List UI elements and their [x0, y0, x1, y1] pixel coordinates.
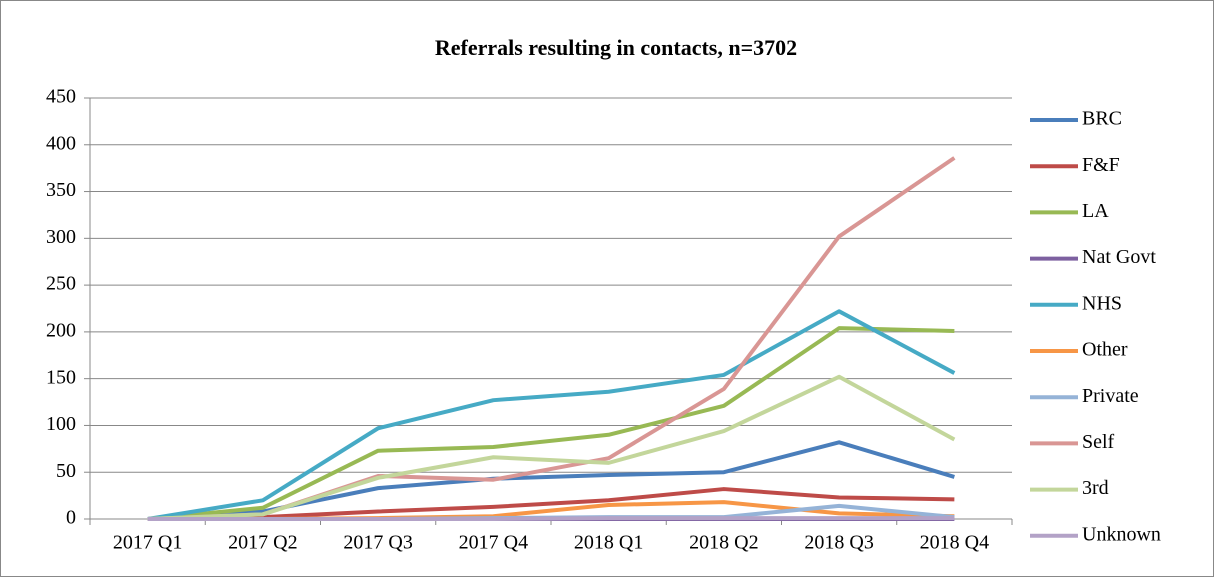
series-line [147, 516, 955, 521]
chart-title: Referrals resulting in contacts, n=3702 [435, 35, 797, 60]
y-tick-label: 50 [56, 460, 76, 482]
x-tick-label: 2018 Q3 [804, 532, 873, 554]
series-line [147, 487, 955, 521]
legend-label: F&F [1082, 154, 1120, 176]
legend-label: Unknown [1082, 523, 1161, 545]
x-tick-label: 2018 Q1 [574, 532, 643, 554]
series-line [147, 309, 956, 521]
legend-label: Nat Govt [1082, 246, 1156, 268]
legend-label: Other [1082, 339, 1128, 361]
y-tick-label: 150 [46, 366, 76, 388]
series-line [147, 326, 955, 521]
y-tick-label: 300 [46, 226, 76, 248]
y-tick-label: 400 [46, 132, 76, 154]
x-tick-label: 2018 Q2 [689, 532, 758, 554]
y-tick-label: 200 [46, 319, 76, 341]
legend-label: 3rd [1082, 477, 1109, 499]
y-tick-label: 0 [66, 507, 76, 529]
y-tick-label: 100 [46, 413, 76, 435]
legend-label: Self [1082, 431, 1115, 453]
x-tick-label: 2017 Q4 [459, 532, 528, 554]
series-line [147, 374, 956, 521]
y-tick-label: 450 [46, 86, 76, 108]
x-tick-label: 2017 Q2 [228, 532, 297, 554]
x-tick-label: 2018 Q4 [920, 532, 989, 554]
x-tick-label: 2017 Q3 [343, 532, 412, 554]
x-tick-label: 2017 Q1 [113, 532, 182, 554]
legend-label: LA [1082, 200, 1109, 222]
legend-label: BRC [1082, 108, 1122, 130]
legend-label: NHS [1082, 292, 1122, 314]
y-tick-label: 350 [46, 179, 76, 201]
legend-label: Private [1082, 385, 1139, 407]
y-tick-label: 250 [46, 273, 76, 295]
